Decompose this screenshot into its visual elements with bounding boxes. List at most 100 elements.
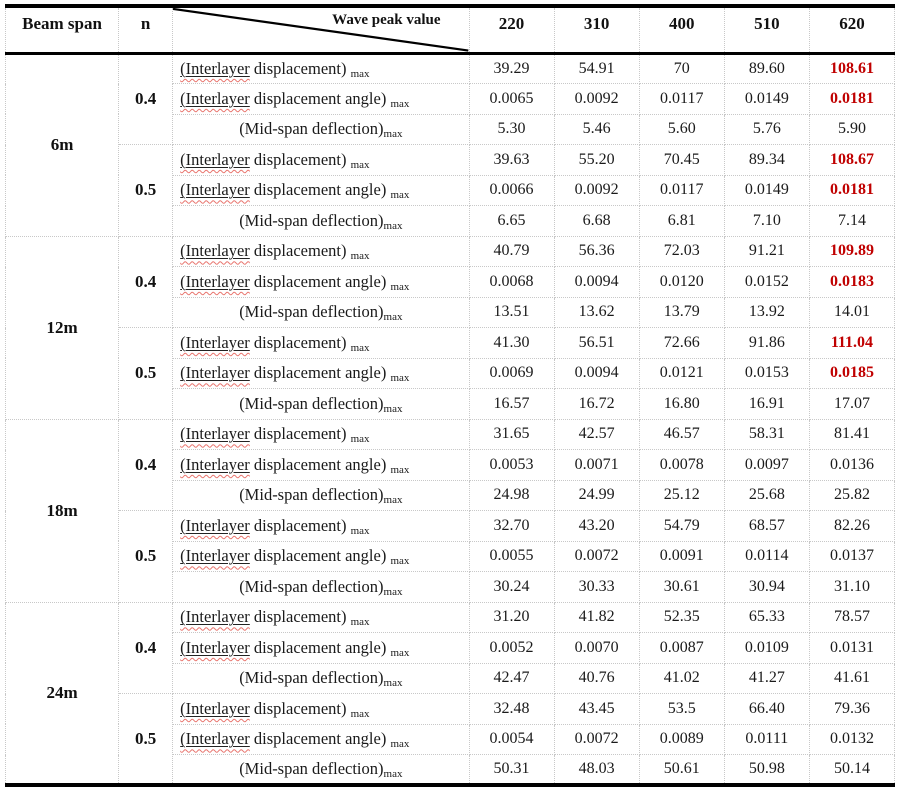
header-n: n <box>118 5 174 55</box>
metric-label-text: displacement angle) <box>249 729 391 749</box>
misspell-underline: (Interlayer <box>180 424 250 443</box>
value-cell: 43.45 <box>553 693 640 725</box>
table-row: 18m 0.4 (Interlayer displacement) max 31.65… <box>4 418 896 603</box>
n-value-cell: 0.5 <box>118 327 174 420</box>
metric-label: (Interlayer displacement angle) max <box>172 632 470 664</box>
underlined-text: (Interlayer <box>180 149 250 169</box>
value-cell: 0.0149 <box>723 83 810 115</box>
metric-label-text: displacement) <box>249 698 351 718</box>
value-cell: 78.57 <box>808 601 896 633</box>
metric-label-subscript: max <box>390 189 410 202</box>
misspell-underline: (Interlayer <box>180 638 250 657</box>
metric-label-text: displacement) <box>249 241 351 261</box>
value-cell: 50.98 <box>723 754 810 786</box>
value-cell: 65.33 <box>723 601 810 633</box>
metric-label-subscript: max <box>383 768 403 780</box>
metric-label-text: (Mid-span deflection) <box>239 302 384 322</box>
underlined-text: (Interlayer <box>180 180 250 200</box>
value-cell: 32.70 <box>468 510 555 542</box>
value-cell: 0.0071 <box>553 449 640 481</box>
value-cell: 0.0111 <box>723 723 810 755</box>
value-cell: 0.0114 <box>723 540 810 572</box>
value-cell: 0.0117 <box>638 83 725 115</box>
value-cell: 0.0094 <box>553 266 640 298</box>
metric-label-subscript: max <box>383 494 403 507</box>
value-cell: 7.14 <box>808 205 896 237</box>
value-cell: 13.62 <box>553 296 640 328</box>
metric-label-text: displacement) <box>249 515 351 535</box>
metric-label: (Interlayer displacement angle) max <box>172 449 470 481</box>
metric-label: (Interlayer displacement angle) max <box>172 174 470 206</box>
value-cell: 91.21 <box>723 235 810 267</box>
value-cell: 55.20 <box>553 144 640 176</box>
value-cell: 32.48 <box>468 693 555 725</box>
value-cell: 6.81 <box>638 205 725 237</box>
metric-label-text: displacement) <box>249 332 351 352</box>
value-cell: 0.0181 <box>808 174 896 206</box>
underlined-text: (Interlayer <box>180 332 250 352</box>
metric-label-text: displacement) <box>249 58 351 78</box>
value-cell: 48.03 <box>553 754 640 786</box>
value-cell: 0.0120 <box>638 266 725 298</box>
value-cell: 0.0181 <box>808 83 896 115</box>
value-cell: 5.60 <box>638 113 725 145</box>
value-cell: 56.51 <box>553 327 640 359</box>
metric-label-text: (Mid-span deflection) <box>239 576 384 596</box>
underlined-text: (Interlayer <box>180 58 250 78</box>
value-cell: 0.0066 <box>468 174 555 206</box>
misspell-underline: (Interlayer <box>180 516 250 535</box>
table-row: (Interlayer displacement angle) max 0.005… <box>6 723 896 755</box>
table-row: (Mid-span deflection)max 50.31 48.03 50.61 5… <box>6 754 896 786</box>
value-cell: 0.0149 <box>723 174 810 206</box>
metric-label-subscript: max <box>350 250 370 263</box>
beam-span-cell: 6m <box>4 52 120 237</box>
header-beam-span: Beam span <box>4 5 120 55</box>
table-row: (Mid-span deflection)max 30.24 30.33 30.61 3… <box>6 571 896 603</box>
metric-label-subscript: max <box>390 738 410 751</box>
value-cell: 41.02 <box>638 662 725 694</box>
value-cell: 24.98 <box>468 479 555 511</box>
value-cell: 0.0132 <box>808 723 896 755</box>
table-row: (Interlayer displacement angle) max 0.006… <box>6 174 896 206</box>
metric-label: (Mid-span deflection)max <box>172 754 470 786</box>
metric-label-subscript: max <box>390 280 410 293</box>
value-cell: 13.79 <box>638 296 725 328</box>
metric-label-subscript: max <box>390 372 410 385</box>
underlined-text: (Interlayer <box>180 637 250 657</box>
misspell-underline: (Interlayer <box>180 89 250 108</box>
table-row: (Interlayer displacement angle) max 0.006… <box>6 266 896 298</box>
value-cell: 0.0052 <box>468 632 555 664</box>
header-row: Beam span n Wave peak value 220 310 400 … <box>4 5 896 55</box>
value-cell: 39.63 <box>468 144 555 176</box>
metric-label-text: (Mid-span deflection) <box>239 485 384 505</box>
metric-label-subscript: max <box>390 555 410 568</box>
metric-label-subscript: max <box>390 463 410 476</box>
value-cell: 41.27 <box>723 662 810 694</box>
metric-label-text: (Mid-span deflection) <box>239 119 384 139</box>
value-cell: 54.91 <box>553 52 640 84</box>
underlined-text: (Interlayer <box>180 729 250 749</box>
metric-label: (Interlayer displacement angle) max <box>172 357 470 389</box>
value-cell: 0.0153 <box>723 357 810 389</box>
underlined-text: (Interlayer <box>180 515 250 535</box>
value-cell: 41.61 <box>808 662 896 694</box>
value-cell: 0.0068 <box>468 266 555 298</box>
metric-label-text: displacement angle) <box>249 454 391 474</box>
n-value-cell: 0.5 <box>118 144 174 237</box>
value-cell: 40.79 <box>468 235 555 267</box>
misspell-underline: (Interlayer <box>180 455 250 474</box>
misspell-underline: (Interlayer <box>180 607 250 626</box>
value-cell: 0.0053 <box>468 449 555 481</box>
metric-label: (Mid-span deflection)max <box>172 479 470 511</box>
value-cell: 6.68 <box>553 205 640 237</box>
metric-label: (Mid-span deflection)max <box>172 113 470 145</box>
metric-label-text: displacement angle) <box>249 180 391 200</box>
value-cell: 43.20 <box>553 510 640 542</box>
value-cell: 70.45 <box>638 144 725 176</box>
value-cell: 0.0185 <box>808 357 896 389</box>
header-wave-400: 400 <box>638 5 725 55</box>
misspell-underline: (Interlayer <box>180 150 250 169</box>
value-cell: 30.24 <box>468 571 555 603</box>
value-cell: 0.0055 <box>468 540 555 572</box>
beam-span-cell: 12m <box>4 235 120 420</box>
